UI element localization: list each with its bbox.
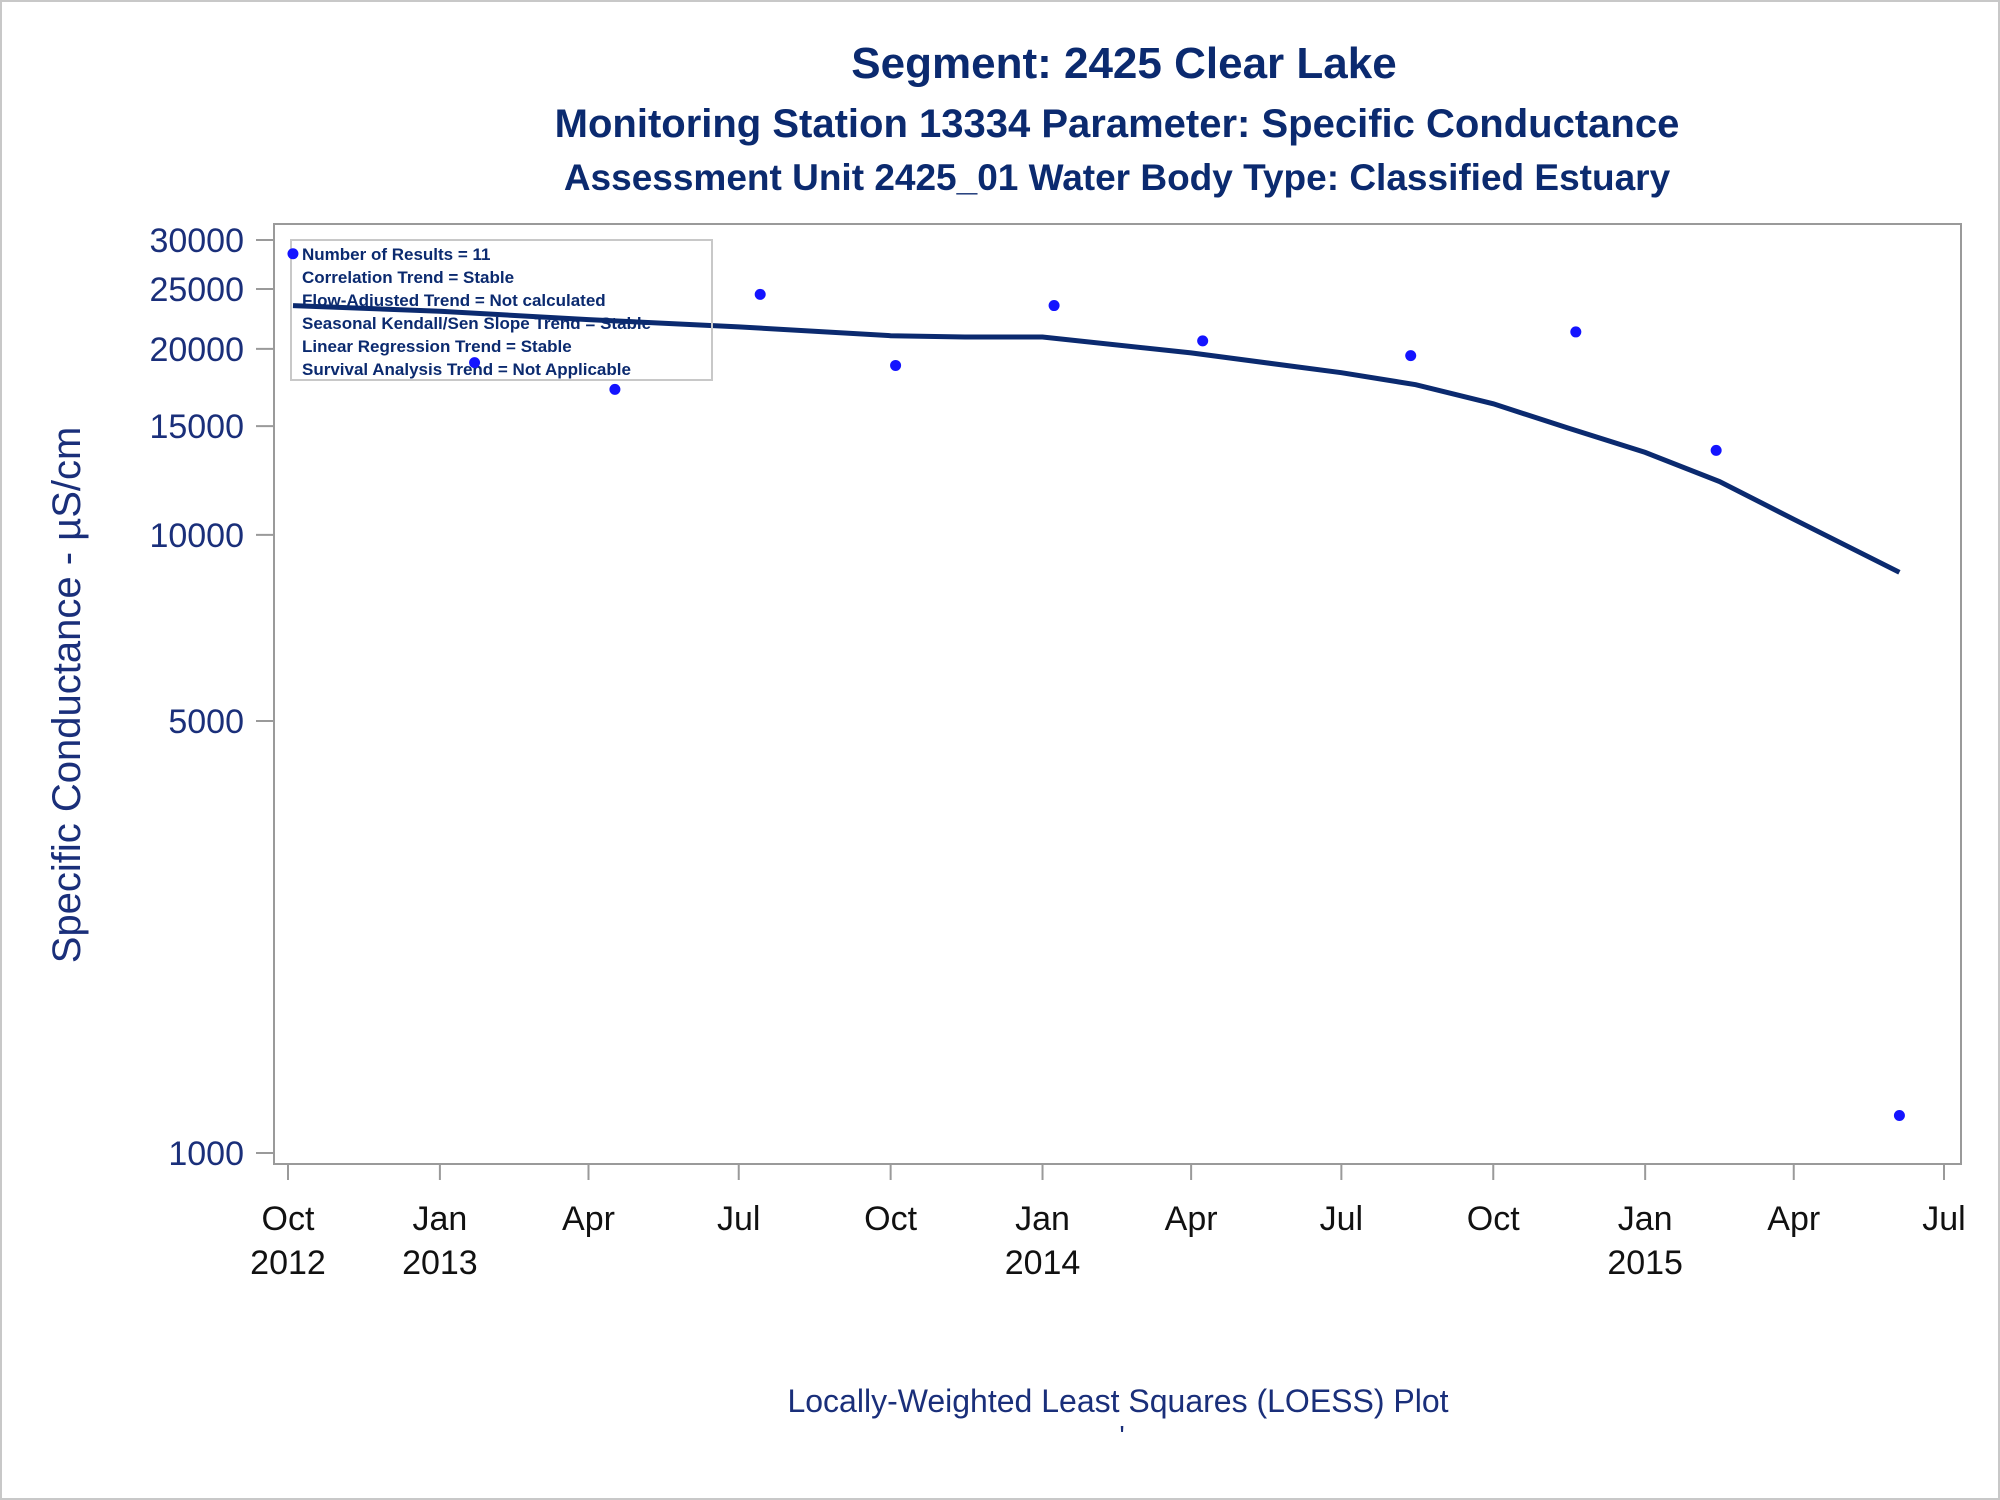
- y-tick-label: 15000: [149, 408, 244, 446]
- data-point: [890, 359, 902, 371]
- chart-subtitle-2: Assessment Unit 2425_01 Water Body Type:…: [564, 157, 1671, 198]
- data-point: [287, 248, 299, 260]
- chart-title: Segment: 2425 Clear Lake: [851, 39, 1396, 88]
- x-tick-month-label: Jul: [1922, 1200, 1965, 1238]
- data-point: [1893, 1109, 1905, 1121]
- y-tick-label: 1000: [168, 1135, 244, 1173]
- stats-line-seasonal-kendall: Seasonal Kendall/Sen Slope Trend = Stabl…: [302, 314, 651, 333]
- stats-line-correlation: Correlation Trend = Stable: [302, 268, 514, 287]
- data-points: [287, 248, 1905, 1121]
- plot-area-frame: [273, 223, 1962, 1165]
- y-tick-label: 10000: [149, 517, 244, 555]
- stats-line-results: Number of Results = 11: [302, 245, 490, 264]
- x-tick-month-label: Jul: [1320, 1200, 1363, 1238]
- loess-line: [292, 303, 1901, 575]
- data-point: [609, 383, 621, 395]
- x-tick-month-label: Jan: [1015, 1200, 1070, 1238]
- x-tick-month-label: Jan: [1618, 1200, 1673, 1238]
- data-point: [1197, 335, 1209, 347]
- x-axis: Oct 2012 Jan 2013 Apr Jul Oct Jan 2014 Apr Jul Oct J…: [250, 1164, 1966, 1282]
- y-tick-label: 20000: [149, 331, 244, 369]
- data-point: [1405, 350, 1417, 362]
- y-tick-label: 30000: [149, 222, 244, 260]
- x-tick-year-label: 2014: [1005, 1244, 1081, 1282]
- y-tick-label: 25000: [149, 271, 244, 309]
- y-axis-label: Specific Conductance - µS/cm: [45, 427, 89, 964]
- chart-subtitle: Monitoring Station 13334 Parameter: Spec…: [555, 102, 1680, 146]
- x-tick-year-label: 2012: [250, 1244, 326, 1282]
- x-tick-year-label: 2015: [1607, 1244, 1683, 1282]
- x-tick-month-label: Apr: [1767, 1200, 1820, 1238]
- data-point: [469, 357, 481, 369]
- footer-mark: ': [1119, 1420, 1124, 1451]
- y-tick-label: 5000: [168, 703, 244, 741]
- stats-line-linear-regression: Linear Regression Trend = Stable: [302, 337, 572, 356]
- x-tick-month-label: Apr: [1165, 1200, 1218, 1238]
- data-point: [1570, 326, 1582, 338]
- stats-line-survival-analysis: Survival Analysis Trend = Not Applicable: [302, 360, 631, 379]
- x-tick-month-label: Oct: [864, 1200, 917, 1238]
- x-tick-month-label: Oct: [1467, 1200, 1520, 1238]
- data-point: [1048, 300, 1060, 312]
- x-tick-month-label: Jul: [717, 1200, 760, 1238]
- data-point: [1710, 444, 1722, 456]
- x-tick-year-label: 2013: [402, 1244, 478, 1282]
- stats-line-flow-adjusted: Flow-Adjusted Trend = Not calculated: [302, 291, 606, 310]
- stats-box: Number of Results = 11 Correlation Trend…: [290, 239, 713, 381]
- stats-box-frame: [290, 239, 713, 381]
- x-tick-month-label: Oct: [262, 1200, 315, 1238]
- x-tick-month-label: Jan: [412, 1200, 467, 1238]
- x-tick-month-label: Apr: [562, 1200, 615, 1238]
- footer-caption: Locally-Weighted Least Squares (LOESS) P…: [787, 1383, 1448, 1419]
- data-point: [754, 288, 766, 300]
- y-axis: 30000 25000 20000 15000 10000 5000 1000: [149, 222, 274, 1173]
